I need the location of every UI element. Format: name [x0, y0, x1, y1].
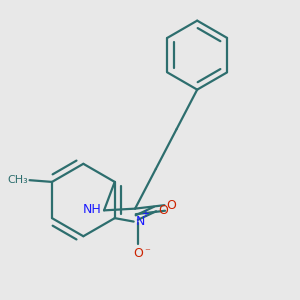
Text: O: O [167, 199, 176, 212]
Text: +: + [141, 209, 149, 219]
Text: O: O [133, 247, 143, 260]
Text: O: O [158, 204, 168, 217]
Text: NH: NH [83, 203, 102, 216]
Text: N: N [135, 215, 145, 228]
Text: CH₃: CH₃ [7, 175, 28, 185]
Text: ⁻: ⁻ [144, 247, 150, 257]
